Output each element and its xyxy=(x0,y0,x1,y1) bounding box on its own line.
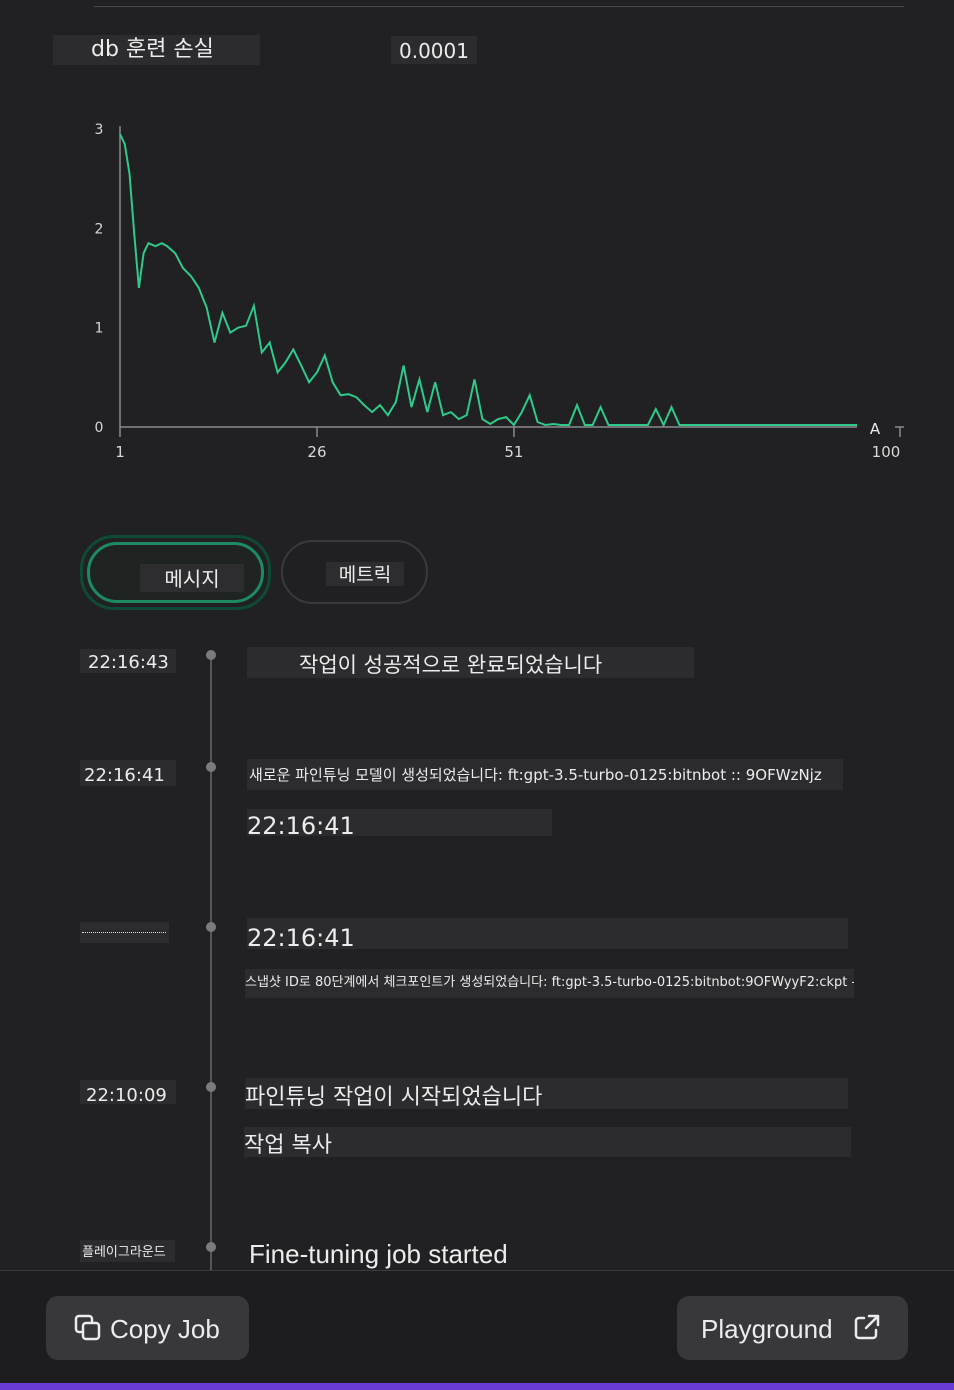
tab-messages[interactable]: 메시지 xyxy=(80,535,271,610)
timeline-dot xyxy=(206,650,216,660)
chart-marker: A xyxy=(857,415,895,438)
playground-button[interactable]: Playground xyxy=(677,1296,908,1360)
event-message: 스냅샷 ID로 80단계에서 체크포인트가 생성되었습니다: ft:gpt-3.… xyxy=(245,969,854,998)
chart-axes xyxy=(119,126,904,428)
footer-divider xyxy=(0,1270,954,1271)
event-message: Fine-tuning job started xyxy=(249,1239,508,1269)
marker-label: A xyxy=(870,420,881,438)
x-tick-label: 26 xyxy=(307,443,326,461)
metric-value: 0.0001 xyxy=(391,36,477,64)
timeline-dot xyxy=(206,1082,216,1092)
external-link-icon xyxy=(854,1314,880,1340)
playground-label: Playground xyxy=(701,1314,833,1344)
event-sub-text: 22:16:41 xyxy=(247,809,552,836)
y-tick-label: 1 xyxy=(95,321,104,337)
event-timestamp: 22:10:09 xyxy=(80,1080,176,1106)
tab-metrics-label: 메트릭 xyxy=(326,562,404,586)
loss-line xyxy=(119,133,885,428)
bottom-accent-bar xyxy=(0,1383,954,1390)
copy-job-label: Copy Job xyxy=(110,1314,220,1344)
event-timestamp-redacted xyxy=(80,922,169,943)
event-sub-text: 작업 복사 xyxy=(244,1127,851,1157)
event-timestamp: 22:16:41 xyxy=(80,760,176,786)
timeline-dot xyxy=(206,922,216,932)
x-tick-label: 100 xyxy=(872,443,901,461)
timeline-dot xyxy=(206,1242,216,1252)
timeline-dot xyxy=(206,762,216,772)
event-message: 새로운 파인튜닝 모델이 생성되었습니다: ft:gpt-3.5-turbo-0… xyxy=(247,759,843,790)
event-message: 파인튜닝 작업이 시작되었습니다 xyxy=(245,1078,848,1109)
x-tick-label: 1 xyxy=(115,443,125,461)
event-heading: 22:16:41 xyxy=(247,918,848,949)
copy-icon xyxy=(74,1314,101,1341)
x-tick-label: 51 xyxy=(504,443,523,461)
metric-name: db 훈련 손실 xyxy=(53,35,260,65)
y-tick-label: 0 xyxy=(95,420,104,436)
redaction-mark xyxy=(82,932,166,934)
timeline-line xyxy=(210,655,212,1275)
event-timestamp: 22:16:43 xyxy=(80,649,176,673)
tab-metrics[interactable]: 메트릭 xyxy=(281,540,428,604)
event-timestamp: 플레이그라운드 xyxy=(80,1240,175,1262)
tab-messages-label: 메시지 xyxy=(140,564,244,592)
copy-job-button[interactable]: Copy Job xyxy=(46,1296,249,1360)
y-tick-label: 3 xyxy=(95,122,104,138)
y-tick-label: 2 xyxy=(95,221,104,237)
top-divider xyxy=(94,6,904,7)
marker-label-bg xyxy=(857,415,895,437)
event-message: 작업이 성공적으로 완료되었습니다 xyxy=(247,647,694,678)
